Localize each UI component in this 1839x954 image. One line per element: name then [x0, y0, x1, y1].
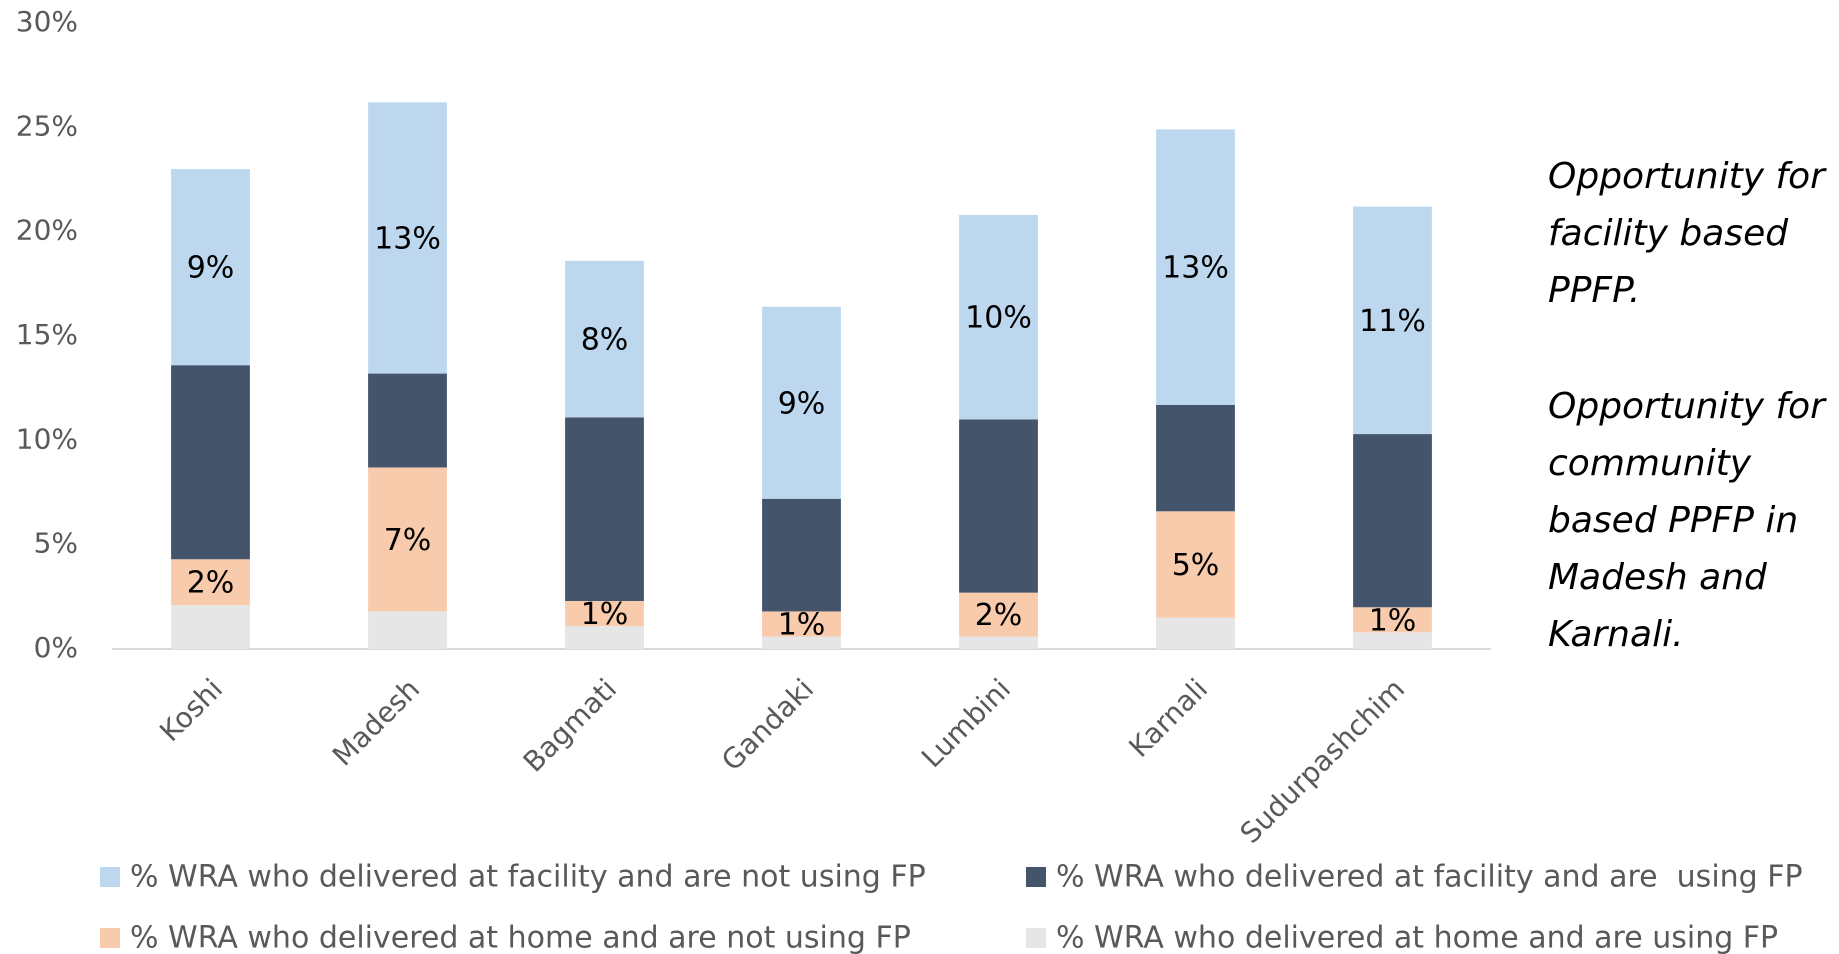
data-label: 1%	[581, 597, 629, 632]
legend-label: % WRA who delivered at facility and are …	[130, 860, 926, 895]
bar-segment	[368, 467, 447, 612]
legend-label: % WRA who delivered at home and are usin…	[1056, 921, 1778, 954]
annotation: Opportunity for facility based PPFP.	[1548, 156, 1825, 311]
y-tick-label: 0%	[34, 631, 78, 664]
bar-segment	[565, 417, 644, 602]
x-tick-label: Lumbini	[915, 672, 1017, 774]
data-label: 9%	[778, 386, 826, 421]
data-label: 1%	[1369, 603, 1417, 638]
bar-segment	[762, 611, 841, 637]
bar-segment	[171, 605, 250, 649]
legend-swatch	[1026, 867, 1046, 887]
data-label: 9%	[187, 251, 235, 286]
data-label: 13%	[374, 221, 441, 256]
data-label: 2%	[975, 598, 1023, 633]
bar-segment	[762, 498, 841, 612]
data-label: 1%	[778, 607, 826, 642]
bar-segment	[1353, 607, 1432, 633]
bar-segment	[1156, 617, 1235, 649]
bar-segment	[368, 373, 447, 468]
y-tick-label: 25%	[16, 109, 78, 142]
bar-segment	[1353, 434, 1432, 608]
bar-segment	[1353, 632, 1432, 649]
bar-segment	[1353, 206, 1432, 435]
bar-segment	[762, 636, 841, 649]
bar-segment	[959, 419, 1038, 593]
x-tick-label: Koshi	[153, 672, 229, 748]
y-tick-label: 10%	[16, 422, 78, 455]
data-label: 13%	[1162, 251, 1229, 286]
bar-segment	[368, 611, 447, 649]
bar-segment	[565, 626, 644, 649]
data-label: 5%	[1172, 548, 1220, 583]
y-tick-label: 5%	[34, 527, 78, 560]
annotation: Opportunity for community based PPFP in …	[1548, 386, 1825, 655]
y-tick-label: 15%	[16, 318, 78, 351]
legend-swatch	[100, 928, 120, 948]
legend-label: % WRA who delivered at facility and are …	[1056, 860, 1803, 895]
bar-segment	[959, 214, 1038, 420]
data-label: 8%	[581, 323, 629, 358]
data-label: 10%	[965, 301, 1032, 336]
bar-segment	[368, 102, 447, 374]
bar-segment	[171, 559, 250, 606]
legend-swatch	[100, 867, 120, 887]
bar-segment	[171, 169, 250, 366]
legend-swatch	[1026, 928, 1046, 948]
bar-segment	[1156, 511, 1235, 618]
y-tick-label: 20%	[16, 214, 78, 247]
x-tick-label: Sudurpashchim	[1234, 672, 1411, 849]
bar-segment	[1156, 404, 1235, 512]
x-tick-label: Gandaki	[715, 672, 820, 777]
bar-segment	[565, 260, 644, 418]
bar-segment	[565, 601, 644, 627]
data-label: 7%	[384, 523, 432, 558]
x-tick-label: Karnali	[1123, 672, 1215, 764]
bar-segment	[762, 306, 841, 499]
y-tick-label: 30%	[16, 5, 78, 38]
bar-segment	[959, 636, 1038, 649]
data-label: 2%	[187, 566, 235, 601]
bar-segment	[959, 592, 1038, 637]
legend-label: % WRA who delivered at home and are not …	[130, 921, 911, 954]
x-tick-label: Madesh	[326, 672, 426, 772]
x-tick-label: Bagmati	[517, 672, 623, 778]
bar-segment	[1156, 129, 1235, 405]
data-label: 11%	[1359, 304, 1426, 339]
bar-segment	[171, 365, 250, 560]
